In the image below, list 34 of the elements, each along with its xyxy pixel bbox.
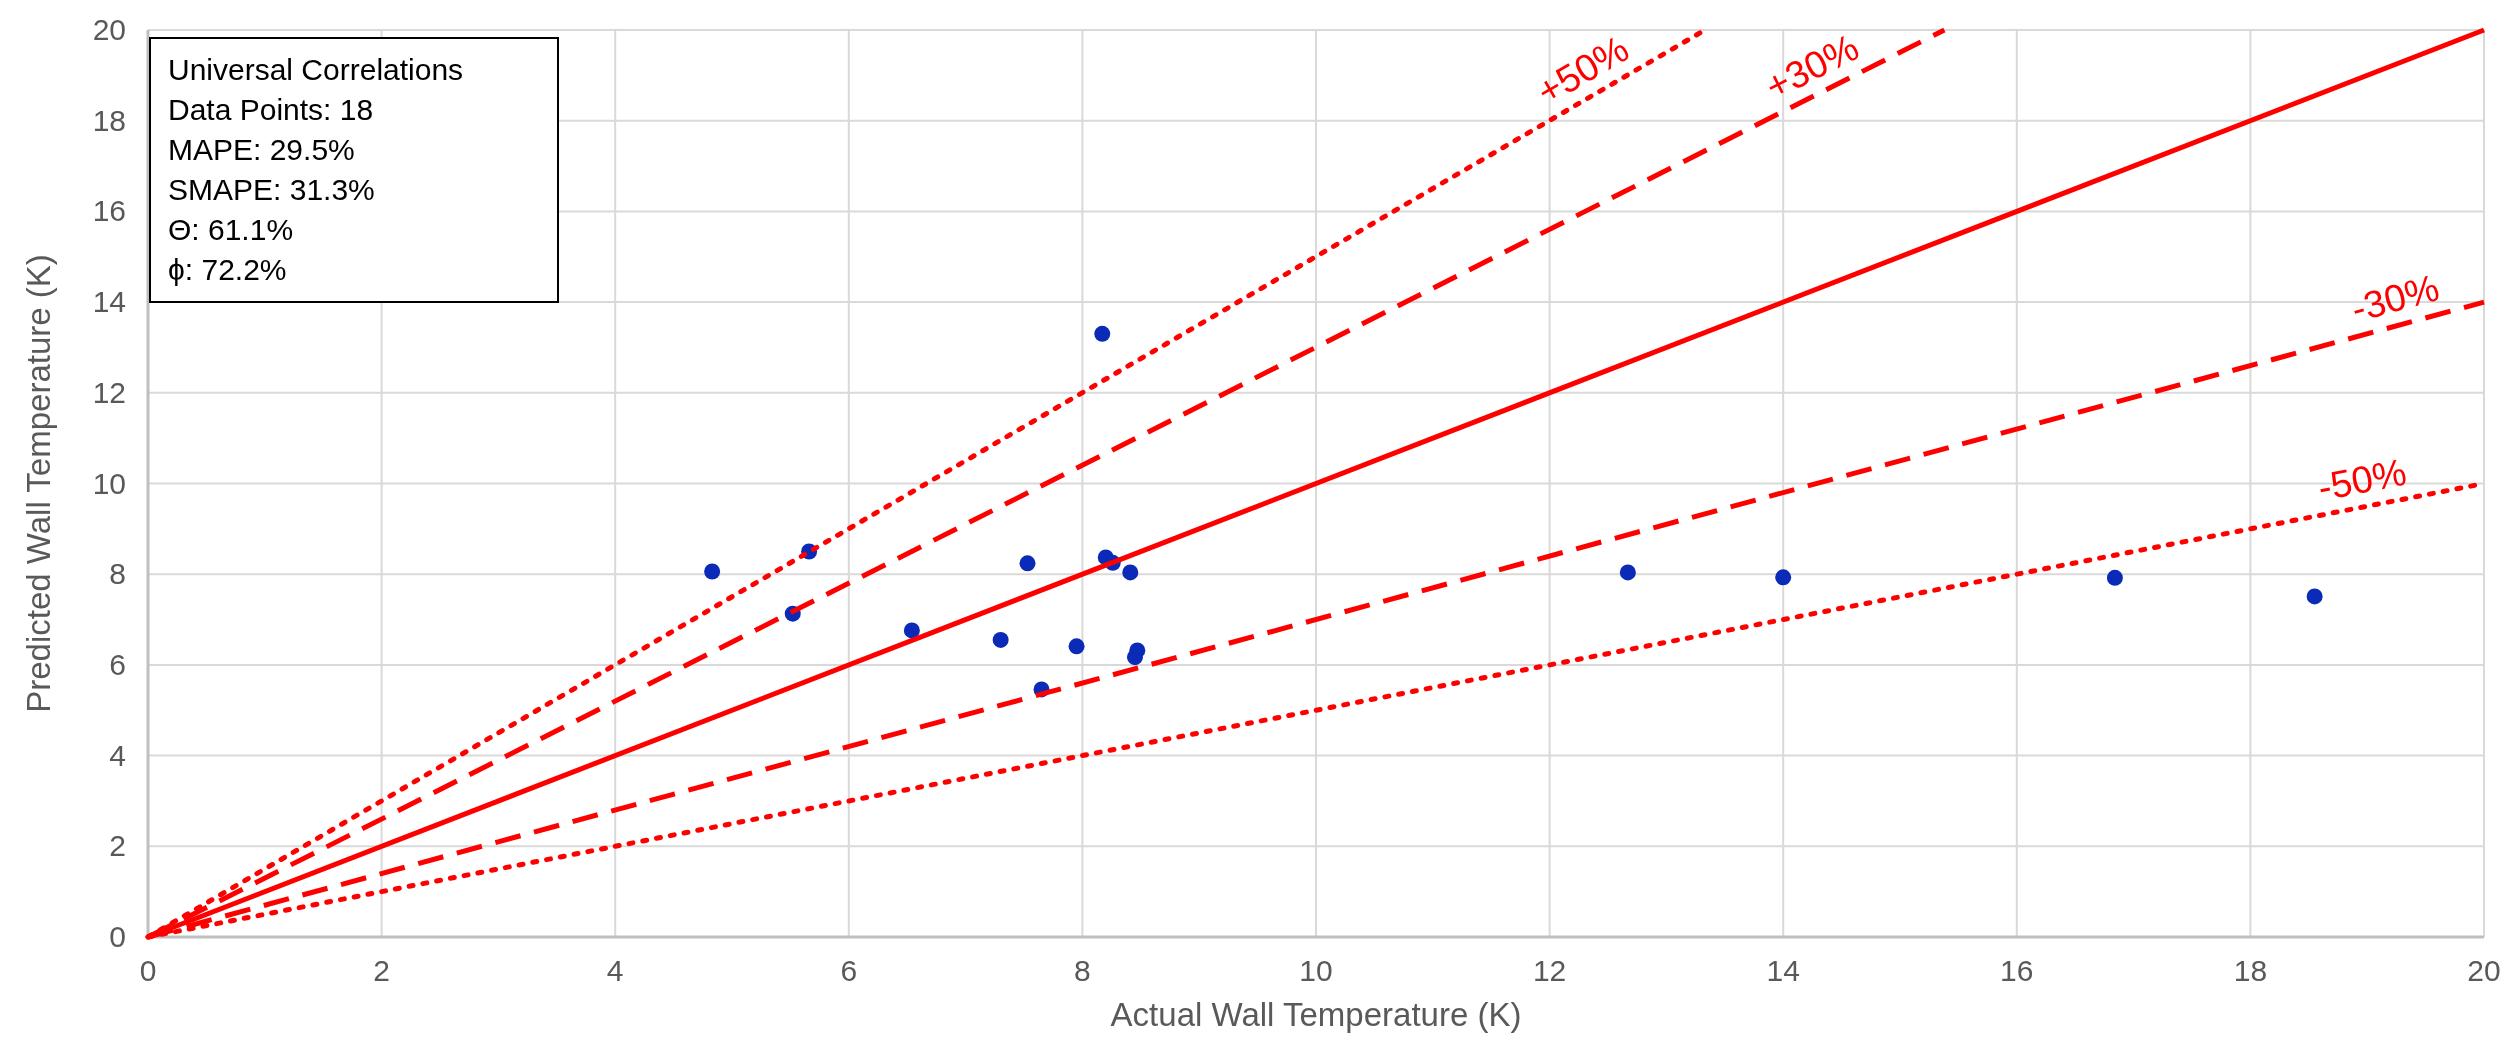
x-tick-label: 0 <box>139 954 157 987</box>
annotation: Θ: 61.1% <box>168 213 294 246</box>
y-tick-label: 10 <box>92 466 126 500</box>
annotation: +30% <box>1758 26 1866 108</box>
annotation: SMAPE: 31.3% <box>168 173 375 206</box>
x-tick-label: 14 <box>1766 954 1800 987</box>
y-tick-label: 18 <box>92 103 126 137</box>
annotation: MAPE: 29.5% <box>168 133 355 166</box>
x-axis-title: Actual Wall Temperature (K) <box>1110 996 1522 1033</box>
y-tick-label: 14 <box>92 285 126 319</box>
x-tick-label: 18 <box>2233 954 2268 987</box>
annotation: Data Points: 18 <box>168 93 374 126</box>
y-tick-label: 0 <box>109 920 126 953</box>
y-tick-label: 6 <box>109 647 126 681</box>
y-tick-label: 16 <box>92 194 126 228</box>
x-tick-label: 10 <box>1299 954 1333 987</box>
y-axis-title: Predicted Wall Temperature (K) <box>20 254 57 713</box>
x-tick-label: 2 <box>373 954 390 987</box>
annotation: -50% <box>2314 450 2410 509</box>
y-tick-label: 20 <box>92 13 126 46</box>
y-tick-label: 12 <box>92 375 126 409</box>
annotation: Universal Correlations <box>168 53 464 86</box>
annotation: -30% <box>2346 266 2444 331</box>
x-tick-label: 20 <box>2467 954 2501 987</box>
x-tick-label: 16 <box>2000 954 2034 987</box>
x-tick-label: 8 <box>1074 954 1091 987</box>
annotation: ϕ: 72.2% <box>168 253 287 286</box>
y-tick-label: 4 <box>109 738 126 772</box>
y-tick-label: 2 <box>109 829 126 863</box>
x-tick-label: 12 <box>1532 954 1567 987</box>
y-tick-label: 8 <box>109 557 126 591</box>
annotation: +50% <box>1529 27 1636 114</box>
x-tick-label: 6 <box>840 954 858 987</box>
x-tick-label: 4 <box>606 954 624 987</box>
